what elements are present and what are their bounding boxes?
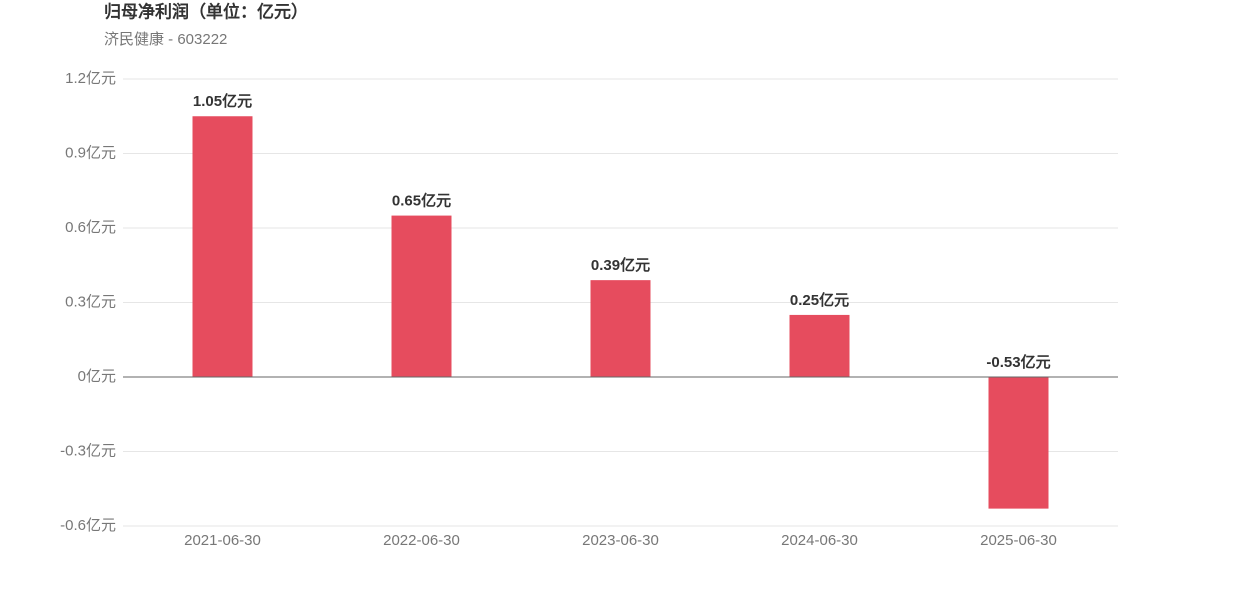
chart-title: 归母净利润（单位：亿元）: [104, 1, 308, 21]
value-label: 0.25亿元: [790, 291, 849, 309]
x-tick-label: 2023-06-30: [582, 532, 659, 549]
bar: [590, 280, 651, 377]
bar: [192, 116, 253, 377]
bar: [789, 314, 850, 377]
value-label: 0.65亿元: [392, 192, 451, 210]
y-tick-label: 0.9亿元: [65, 144, 116, 161]
y-tick-label: 0.3亿元: [65, 293, 116, 310]
bar: [988, 377, 1049, 509]
chart-subtitle: 济民健康 - 603222: [104, 31, 227, 48]
y-tick-label: -0.6亿元: [60, 517, 116, 534]
x-tick-label: 2022-06-30: [383, 532, 460, 549]
y-tick-label: 0亿元: [78, 368, 116, 385]
y-tick-label: 0.6亿元: [65, 219, 116, 236]
x-tick-label: 2025-06-30: [980, 532, 1057, 549]
value-label: 0.39亿元: [591, 256, 650, 274]
x-tick-label: 2021-06-30: [184, 532, 261, 549]
value-label: 1.05亿元: [193, 92, 252, 110]
y-tick-label: -0.3亿元: [60, 442, 116, 459]
bar: [391, 215, 452, 377]
value-label: -0.53亿元: [986, 353, 1050, 371]
x-tick-label: 2024-06-30: [781, 532, 858, 549]
y-tick-label: 1.2亿元: [65, 70, 116, 87]
